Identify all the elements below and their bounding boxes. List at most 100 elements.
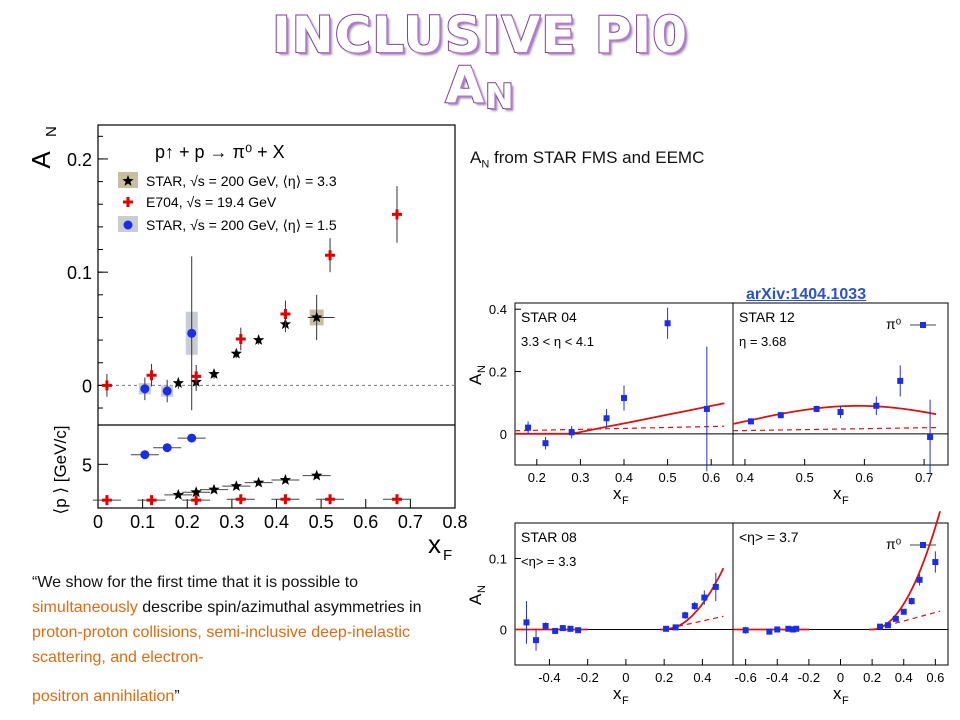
right-data-point	[777, 412, 784, 419]
right-data-point	[603, 415, 610, 422]
right-theory-curve	[732, 404, 937, 425]
left-xtick-label: 0.4	[264, 512, 289, 532]
right-ytick-label: 0	[500, 623, 507, 638]
right-ylabel: A	[466, 373, 485, 385]
left-ytick-label: 0.2	[67, 150, 92, 170]
right-data-point	[774, 626, 781, 633]
left-data-point	[311, 311, 323, 323]
right-xlabel: x	[613, 684, 622, 703]
right-xlabel: x	[613, 484, 622, 503]
left-data-point	[187, 328, 197, 338]
left-xtick-label: 0.1	[130, 512, 155, 532]
right-xtick-label: -0.2	[798, 670, 820, 685]
right-xtick-label: -0.4	[538, 670, 560, 685]
right-data-point	[567, 625, 574, 632]
right-data-point	[837, 409, 844, 416]
right-theory-curve-dashed	[514, 425, 725, 432]
left-lower-point	[235, 494, 246, 505]
right-xtick-label: 0.4	[693, 670, 711, 685]
chart-description: AN from STAR FMS and EEMC	[470, 148, 705, 171]
right-xlabel-sub: F	[622, 495, 629, 507]
right-xtick-label: 0.2	[655, 670, 673, 685]
right-data-point	[932, 559, 939, 566]
left-legend-label: E704, √s = 19.4 GeV	[146, 194, 277, 210]
right-data-point	[523, 619, 530, 626]
left-data-point	[280, 309, 291, 320]
right-ytick-label: 0.4	[489, 302, 507, 317]
left-lower-point	[325, 494, 336, 505]
left-lower-point	[208, 483, 220, 495]
right-data-point	[793, 625, 800, 632]
left-data-point	[230, 347, 242, 359]
arxiv-link[interactable]: arXiv:1404.1033	[746, 286, 867, 303]
right-theory-curve	[660, 567, 725, 631]
right-data-point	[621, 395, 627, 402]
left-data-point	[235, 333, 246, 344]
left-xlabel: x	[428, 529, 441, 559]
right-subplot-label: STAR 12	[739, 309, 795, 325]
left-data-point	[191, 371, 202, 382]
left-lower-point	[187, 433, 197, 443]
right-data-point	[533, 637, 540, 644]
right-data-point	[568, 429, 575, 436]
right-ylabel-sub: N	[476, 585, 488, 593]
left-ylabel-sub: N	[43, 126, 60, 137]
right-data-point	[703, 405, 710, 412]
left-xlabel-sub: F	[443, 547, 452, 564]
right-ylabel-sub: N	[476, 365, 488, 373]
right-data-point	[900, 608, 907, 615]
left-lower-point	[191, 495, 202, 506]
right-data-point	[701, 594, 708, 601]
right-data-point	[542, 440, 549, 447]
right-subplot-label: <η> = 3.7	[739, 529, 799, 545]
right-ytick-label: 0.1	[489, 552, 507, 567]
left-data-point	[172, 377, 184, 388]
quote-text: “We show for the first time that it is p…	[32, 574, 422, 705]
left-data-point	[391, 209, 402, 220]
right-xtick-label: 0.6	[702, 470, 720, 485]
right-xlabel: x	[833, 484, 842, 503]
right-xtick-label: -0.2	[576, 670, 598, 685]
right-xtick-label: 0.4	[615, 470, 633, 485]
right-xtick-label: 0	[837, 670, 844, 685]
left-lower-point	[101, 495, 112, 506]
right-data-point	[916, 576, 923, 583]
right-subplot-frame	[732, 302, 949, 466]
right-xtick-label: 0.3	[571, 470, 589, 485]
right-xtick-label: 0.4	[895, 670, 913, 685]
right-data-point	[552, 627, 559, 634]
slide-title: INCLUSIVE PI0 AN	[271, 6, 688, 117]
right-data-point	[873, 402, 880, 409]
left-data-point	[140, 384, 150, 394]
right-data-point	[742, 627, 749, 634]
right-xtick-label: 0	[622, 670, 629, 685]
right-xtick-label: 0.6	[855, 470, 873, 485]
left-lower-point	[190, 486, 202, 498]
right-data-point	[575, 627, 582, 634]
right-xtick-label: 0.5	[796, 470, 814, 485]
right-data-point	[892, 615, 899, 622]
right-data-point	[790, 626, 797, 633]
right-ytick-label: 0.2	[489, 365, 507, 380]
right-xtick-label: 0.7	[915, 470, 933, 485]
right-data-point	[927, 433, 934, 440]
left-data-point	[208, 368, 220, 379]
right-data-point	[897, 377, 904, 384]
right-data-point	[747, 418, 754, 425]
right-theory-curve-dashed	[660, 615, 724, 631]
left-xtick-label: 0.2	[175, 512, 200, 532]
right-ytick-label: 0	[500, 427, 507, 442]
left-ylabel: A	[26, 151, 56, 169]
right-subplot-cut: <η> = 3.3	[521, 554, 576, 569]
right-legend-marker	[920, 542, 926, 548]
right-xtick-label: 0.6	[926, 670, 944, 685]
right-subplot-label: STAR 08	[521, 529, 577, 545]
right-legend-label: π⁰	[886, 536, 902, 552]
left-lower-point	[279, 474, 292, 485]
left-lower-ylabel: ⟨p ⟩ [GeV/c]	[51, 426, 70, 515]
right-data-point	[682, 612, 689, 619]
right-xtick-label: 0.4	[736, 470, 754, 485]
left-lower-point	[162, 443, 172, 453]
right-data-point	[672, 624, 679, 631]
